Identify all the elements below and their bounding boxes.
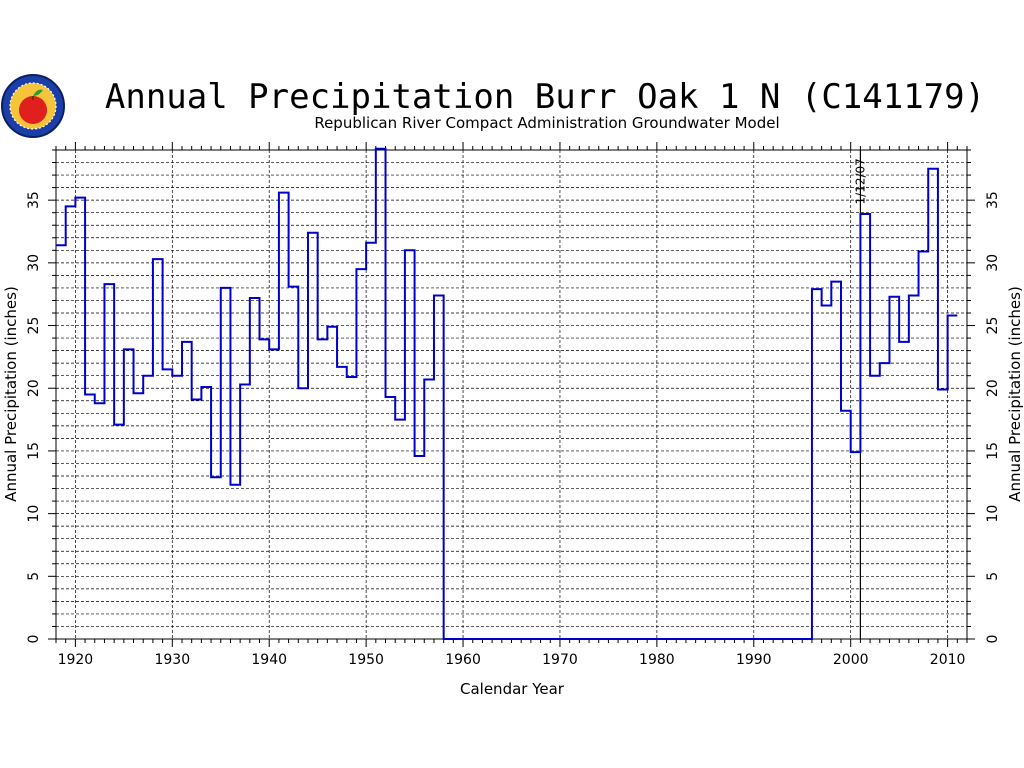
- y-tick-label-left: 10: [26, 505, 42, 523]
- x-tick-label: 1920: [58, 652, 94, 668]
- x-tick-label: 2000: [833, 652, 869, 668]
- x-tick-label: 1950: [348, 652, 384, 668]
- x-tick-label: 1960: [445, 652, 481, 668]
- x-tick-label: 1990: [736, 652, 772, 668]
- x-tick-label: 1980: [639, 652, 675, 668]
- y-tick-label-right: 30: [985, 254, 1001, 272]
- y-tick-label-right: 20: [985, 379, 1001, 397]
- precipitation-step-line: [56, 147, 958, 640]
- y-tick-label-left: 25: [26, 317, 42, 335]
- y-tick-label-left: 35: [26, 191, 42, 209]
- y-tick-label-right: 10: [985, 505, 1001, 523]
- precipitation-series: [56, 147, 958, 640]
- x-tick-label: 1930: [154, 652, 190, 668]
- x-tick-label: 1970: [542, 652, 578, 668]
- y-tick-label-right: 15: [985, 442, 1001, 460]
- x-tick-label: 2010: [930, 652, 966, 668]
- y-axis-label-right: Annual Precipitation (inches): [1006, 286, 1024, 502]
- apple-seal-logo: [1, 74, 65, 138]
- date-annotation: 1/12/07: [853, 158, 867, 204]
- y-tick-label-right: 25: [985, 317, 1001, 335]
- y-tick-label-left: 20: [26, 379, 42, 397]
- y-tick-label-left: 15: [26, 442, 42, 460]
- grid-lines: [56, 149, 967, 640]
- chart-title: Annual Precipitation Burr Oak 1 N (C1411…: [105, 77, 985, 117]
- y-axis-label-left: Annual Precipitation (inches): [2, 286, 20, 502]
- chart-subtitle: Republican River Compact Administration …: [314, 114, 779, 132]
- y-tick-label-left: 0: [26, 635, 42, 644]
- x-tick-label: 1940: [251, 652, 287, 668]
- y-tick-label-left: 30: [26, 254, 42, 272]
- y-tick-label-right: 5: [985, 572, 1001, 581]
- y-tick-label-right: 0: [985, 635, 1001, 644]
- y-tick-label-left: 5: [26, 572, 42, 581]
- y-tick-label-right: 35: [985, 191, 1001, 209]
- x-axis-label: Calendar Year: [460, 680, 565, 698]
